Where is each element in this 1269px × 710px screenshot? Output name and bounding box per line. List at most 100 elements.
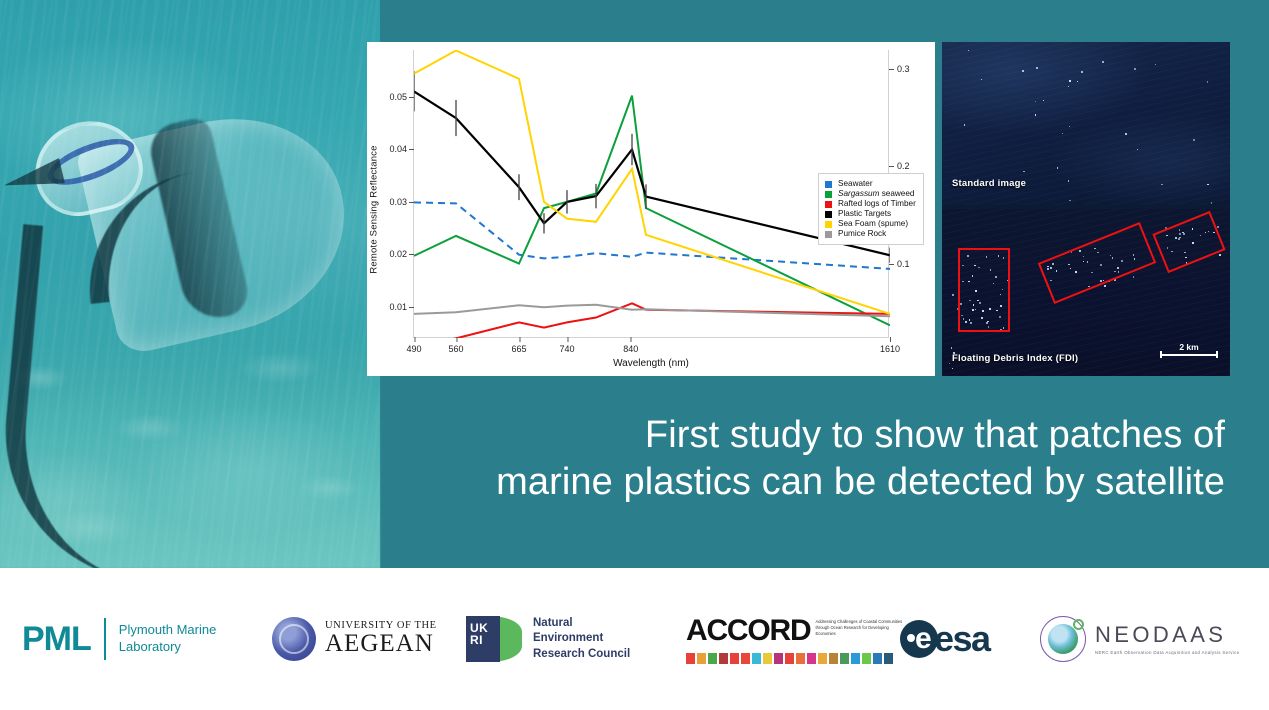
partner-logos-footer: PML Plymouth Marine Laboratory UNIVERSIT…	[0, 568, 1269, 710]
debris-pixel	[1002, 257, 1005, 259]
debris-pixel	[1178, 233, 1181, 235]
debris-pixel	[1079, 250, 1081, 252]
debris-pixel	[1050, 267, 1053, 270]
debris-pixel	[1108, 280, 1111, 283]
legend-item: Pumice Rock	[825, 229, 916, 239]
debris-pixel	[1207, 183, 1209, 186]
debris-pixel	[948, 362, 951, 365]
debris-pixel	[1000, 304, 1002, 307]
debris-pixel	[1076, 80, 1079, 83]
debris-pixel	[967, 49, 970, 52]
debris-pixel	[971, 275, 974, 277]
debris-pixel	[1102, 61, 1104, 63]
debris-pixel	[1099, 264, 1102, 266]
logo-university-of-the-aegean: UNIVERSITY OF THE AEGEAN	[272, 568, 437, 710]
debris-pixel	[962, 264, 964, 267]
y-tick-right: 0.1	[888, 259, 910, 269]
accord-color-bar	[697, 653, 706, 664]
x-tick: 1610	[880, 337, 900, 354]
bottle-body	[75, 95, 367, 357]
debris-pixel	[977, 299, 980, 302]
debris-pixel	[988, 307, 991, 310]
x-tick: 560	[448, 337, 464, 354]
neodaas-text: NEODAAS NERC Earth Observation Data Acqu…	[1095, 622, 1240, 656]
legend-item: Sargassum seaweed	[825, 189, 916, 199]
debris-pixel	[1069, 80, 1071, 82]
debris-pixel	[1117, 270, 1120, 273]
logo-accord: ACCORD Addressing Challenges of Coastal …	[686, 568, 907, 710]
y-axis-label-text: Remote Sensing Reflectance	[368, 144, 380, 274]
debris-pixel	[1022, 70, 1024, 72]
ukri-mark-icon: UK RI	[466, 616, 522, 662]
debris-pixel	[995, 276, 997, 278]
nerc-line-1: Natural	[533, 616, 573, 629]
debris-pixel	[1081, 71, 1083, 73]
accord-tagline: Addressing Challenges of Coastal Communi…	[815, 619, 903, 637]
debris-pixel	[952, 294, 954, 296]
accord-color-bar	[774, 653, 783, 664]
debris-pixel	[1210, 202, 1213, 204]
underwater-plastic-bottle-photo	[0, 0, 380, 568]
debris-pixel	[1207, 230, 1210, 233]
debris-pixel	[1002, 327, 1005, 329]
logo-ukri-nerc: UK RI Natural Environment Research Counci…	[466, 568, 630, 710]
debris-pixel	[1132, 276, 1135, 278]
legend-item: Seawater	[825, 179, 916, 189]
aegean-line-2: AEGEAN	[325, 630, 434, 658]
aegean-line-1: UNIVERSITY OF THE	[325, 620, 437, 632]
debris-pixel	[1132, 254, 1135, 256]
debris-pixel	[1069, 199, 1071, 202]
debris-pixel	[999, 315, 1001, 318]
headline-line-1: First study to show that patches of	[644, 414, 1225, 456]
debris-pixel	[1171, 250, 1174, 253]
chart-plot-area: 0.01 0.02 0.03 0.04 0.05 0.1 0.2 0.3 490 560 665…	[389, 50, 924, 354]
spectra-chart-panel: Remote Sensing Reflectance 0.01 0.02 0.03 0…	[367, 42, 935, 376]
accord-color-bar	[873, 653, 882, 664]
debris-pixel	[1185, 256, 1187, 259]
debris-pixel	[1067, 85, 1070, 88]
debris-pixel	[1206, 81, 1209, 83]
debris-pixel	[987, 320, 989, 323]
accord-color-bar	[807, 653, 816, 664]
debris-pixel	[1091, 271, 1093, 274]
debris-pixel	[1133, 257, 1136, 260]
series-seawater	[414, 201, 890, 270]
accord-color-bar	[785, 653, 794, 664]
debris-pixel	[1046, 265, 1049, 268]
debris-pixel	[1042, 99, 1045, 102]
legend-label: Sargassum seaweed	[838, 189, 915, 198]
legend-item: Rafted logs of Timber	[825, 199, 916, 209]
series-pumice-rock	[414, 303, 890, 318]
debris-pixel	[1056, 167, 1059, 169]
debris-pixel	[970, 322, 972, 324]
debris-pixel	[1204, 231, 1207, 234]
debris-pixel	[1125, 133, 1127, 135]
debris-pixel	[996, 309, 999, 312]
debris-pixel	[1055, 269, 1058, 272]
debris-pixel	[999, 293, 1002, 296]
debris-pixel	[1097, 251, 1099, 254]
debris-pixel	[1034, 114, 1037, 116]
debris-pixel	[985, 256, 988, 259]
debris-pixel	[1111, 257, 1114, 259]
neodaas-subtitle: NERC Earth Observation Data Acquisition …	[1095, 650, 1240, 656]
headline: First study to show that patches of mari…	[380, 412, 1225, 506]
seabed-sand	[0, 338, 380, 568]
accord-color-bar	[730, 653, 739, 664]
accord-color-bar	[741, 653, 750, 664]
nerc-line-2: Environment	[533, 632, 604, 645]
debris-pixel	[967, 254, 969, 257]
debris-pixel	[1001, 288, 1004, 291]
debris-pixel	[1165, 227, 1167, 229]
debris-detection-box	[1037, 221, 1157, 305]
y-tick-left: 0.05	[389, 92, 414, 102]
y-tick-left: 0.01	[389, 302, 414, 312]
debris-pixel	[1070, 251, 1073, 253]
debris-pixel	[1218, 253, 1221, 256]
debris-pixel	[997, 255, 1000, 258]
debris-detection-box	[958, 248, 1010, 332]
accord-wrap: ACCORD Addressing Challenges of Coastal …	[686, 614, 907, 664]
debris-pixel	[1109, 254, 1112, 257]
debris-pixel	[981, 317, 983, 319]
debris-pixel	[1100, 280, 1102, 282]
